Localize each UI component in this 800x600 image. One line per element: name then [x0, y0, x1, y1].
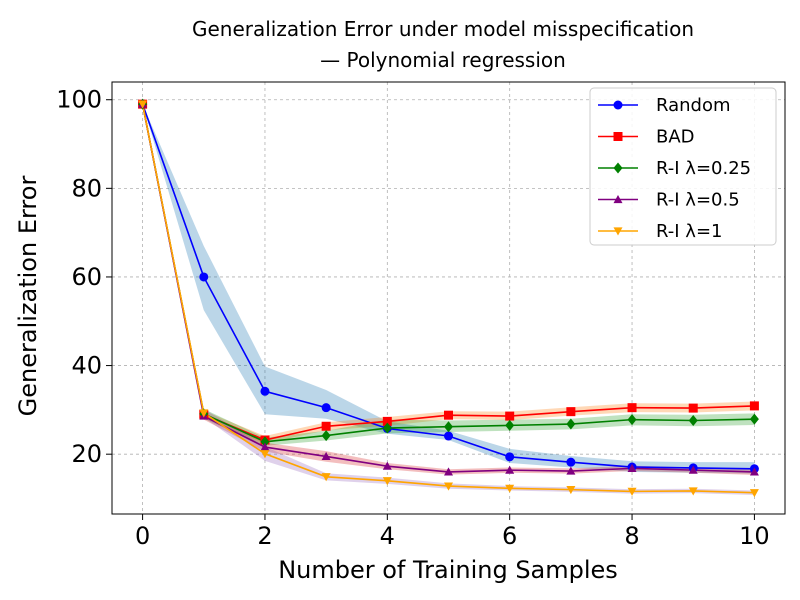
x-tick-label: 10 [739, 522, 770, 550]
point-r-i-0-5 [505, 465, 515, 474]
chart-title-line-1: Generalization Error under model misspec… [192, 17, 694, 41]
point-r-i-0-25 [382, 422, 392, 434]
band-random [142, 104, 755, 474]
legend-label-r-i-0-5: R-I λ=0.5 [656, 190, 740, 211]
point-r-i-1 [199, 409, 209, 418]
x-tick-label: 2 [257, 522, 272, 550]
y-tick-label: 20 [71, 440, 102, 468]
point-r-i-1 [138, 100, 148, 109]
legend-marker-r-i-1 [613, 227, 623, 236]
legend-label-random: Random [656, 95, 731, 116]
x-tick-label: 0 [135, 522, 150, 550]
y-tick-label: 40 [71, 352, 102, 380]
point-bad [382, 416, 392, 426]
legend-marker-r-i-0-5 [613, 195, 623, 204]
point-r-i-1 [260, 450, 270, 459]
point-r-i-0-5 [260, 442, 270, 451]
point-r-i-0-25 [627, 414, 637, 426]
point-random [444, 431, 453, 441]
point-r-i-0-25 [444, 421, 453, 433]
point-r-i-0-25 [688, 415, 698, 427]
point-bad [566, 407, 576, 417]
legend-label-r-i-1: R-I λ=1 [656, 221, 723, 242]
point-random [199, 272, 209, 282]
point-r-i-1 [688, 487, 698, 496]
point-bad [627, 403, 637, 413]
point-r-i-1 [444, 482, 453, 491]
legend-label-bad: BAD [656, 127, 695, 148]
point-bad [321, 421, 331, 431]
point-r-i-0-25 [566, 418, 576, 430]
legend-marker-bad [613, 132, 623, 141]
point-bad [444, 410, 453, 420]
point-bad [749, 401, 759, 411]
legend-marker-random [613, 100, 623, 110]
point-r-i-0-5 [444, 467, 453, 476]
point-r-i-0-25 [749, 413, 759, 425]
point-r-i-0-5 [749, 467, 759, 476]
point-r-i-0-25 [260, 436, 270, 448]
point-bad [688, 403, 698, 413]
series-markers [138, 98, 759, 498]
point-r-i-0-5 [566, 466, 576, 475]
y-tick-label: 100 [56, 86, 102, 114]
legend: Random BAD R-I λ=0.25 R-I λ=0.5 R-I λ=1 [589, 87, 777, 246]
legend-label-r-i-0-25: R-I λ=0.25 [656, 158, 751, 179]
point-r-i-1 [321, 473, 331, 482]
point-r-i-0-5 [688, 465, 698, 474]
y-tick-label: 60 [71, 263, 102, 291]
point-r-i-0-5 [382, 461, 392, 470]
point-r-i-0-5 [321, 451, 331, 460]
point-random [321, 403, 331, 413]
point-r-i-1 [749, 489, 759, 498]
point-bad [505, 411, 515, 421]
x-axis-label: Number of Training Samples [278, 556, 618, 584]
point-r-i-0-25 [321, 430, 331, 442]
axis-ticks: 0 2 4 6 8 10 20 40 60 80 100 [56, 86, 769, 550]
point-r-i-1 [505, 484, 515, 493]
x-tick-label: 4 [380, 522, 395, 550]
x-tick-label: 6 [502, 522, 517, 550]
point-r-i-1 [566, 486, 576, 495]
plot-frame [111, 81, 786, 515]
x-tick-label: 8 [624, 522, 639, 550]
legend-box [589, 87, 777, 246]
point-r-i-0-25 [505, 419, 515, 431]
y-tick-label: 80 [71, 174, 102, 202]
chart-title-line-2: — Polynomial regression [320, 48, 566, 72]
point-r-i-1 [382, 477, 392, 486]
legend-marker-r-i-0-25 [613, 162, 623, 174]
point-random [260, 386, 270, 396]
point-r-i-0-5 [627, 463, 637, 472]
point-random [566, 457, 576, 467]
point-r-i-1 [627, 487, 637, 496]
y-axis-label: Generalization Error [14, 176, 42, 417]
point-random [505, 452, 515, 462]
